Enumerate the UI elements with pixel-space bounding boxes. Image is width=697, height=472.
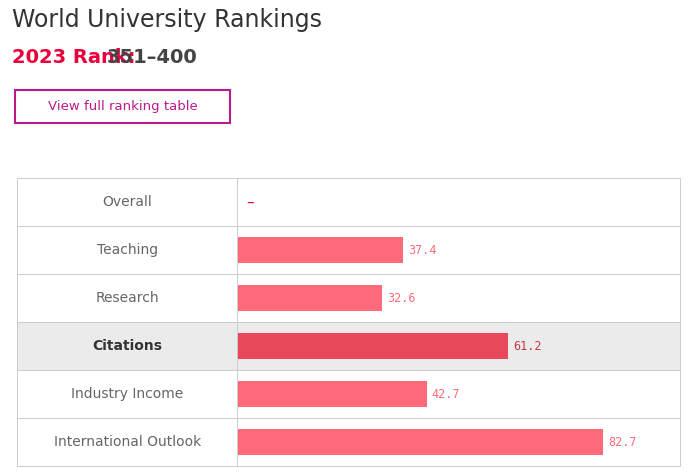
- Text: –: –: [246, 194, 254, 210]
- Text: 37.4: 37.4: [408, 244, 437, 256]
- Text: Teaching: Teaching: [97, 243, 158, 257]
- Bar: [17, 370, 680, 418]
- Text: International Outlook: International Outlook: [54, 435, 201, 449]
- Text: 351–400: 351–400: [107, 48, 198, 67]
- Bar: [17, 322, 680, 370]
- Text: Citations: Citations: [92, 339, 162, 353]
- Bar: [17, 274, 680, 322]
- Text: Research: Research: [95, 291, 159, 305]
- Bar: [17, 322, 680, 370]
- Bar: [17, 226, 680, 274]
- Bar: [238, 333, 508, 359]
- Text: 42.7: 42.7: [431, 388, 460, 401]
- Bar: [238, 285, 382, 311]
- Text: World University Rankings: World University Rankings: [12, 8, 322, 32]
- Bar: [238, 381, 427, 407]
- Text: Industry Income: Industry Income: [71, 387, 183, 401]
- Bar: [238, 429, 603, 455]
- Text: 2023 Rank:: 2023 Rank:: [12, 48, 135, 67]
- Bar: [238, 237, 404, 263]
- Text: Overall: Overall: [102, 195, 152, 209]
- Bar: [17, 418, 680, 466]
- Bar: [17, 178, 680, 226]
- Text: 32.6: 32.6: [388, 292, 415, 304]
- Text: View full ranking table: View full ranking table: [47, 100, 197, 113]
- Text: 82.7: 82.7: [608, 436, 637, 448]
- Bar: [15, 90, 230, 123]
- Text: 61.2: 61.2: [514, 339, 542, 353]
